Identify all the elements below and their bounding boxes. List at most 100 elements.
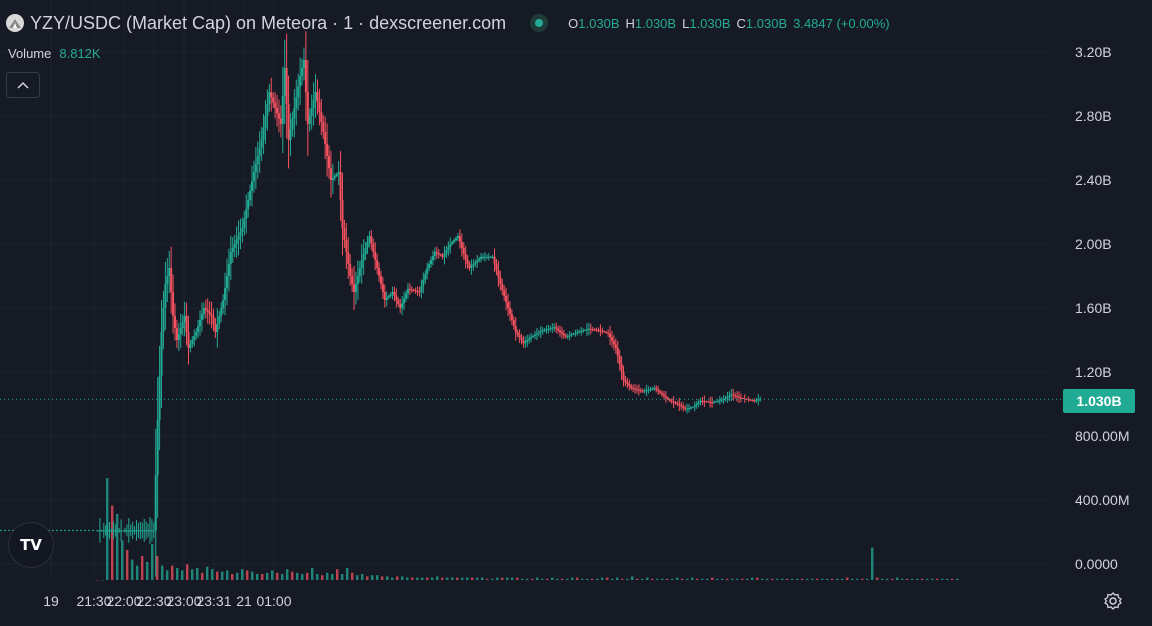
candle-body [343,228,346,240]
volume-bar [171,565,174,580]
volume-bar [161,565,164,580]
candle-body [726,396,729,398]
x-tick-label: 23:31 [196,593,231,609]
volume-bar [786,578,789,580]
candle-body [447,247,450,251]
volume-bar [931,578,934,580]
x-tick-label: 22:00 [106,593,141,609]
volume-bar [446,577,449,580]
volume-bar [741,578,744,580]
candle-body [141,530,144,532]
candle-body [451,242,454,244]
candle-body [678,404,681,406]
volume-bar [886,578,889,580]
volume-bar [461,577,464,580]
candle-body [197,326,200,332]
candle-body [741,398,744,399]
volume-bar [771,578,774,580]
y-tick-label: 2.00B [1075,236,1112,252]
candle-body [591,329,594,331]
volume-bar [341,574,344,580]
volume-bar [601,577,604,580]
candle-body [426,268,429,274]
candle-body [160,332,163,376]
collapse-legend-button[interactable] [6,72,40,98]
volume-bar [776,578,779,580]
volume-bar [481,577,484,580]
volume-bar [751,577,754,580]
candle-body [578,331,581,333]
volume-bar [381,576,384,580]
candle-body [98,530,101,532]
candle-body [112,530,115,532]
candle-body [122,530,125,532]
volume-bar [426,577,429,580]
change-value: 3.4847 (+0.00%) [793,15,890,31]
volume-bar [956,578,959,580]
tradingview-logo-icon[interactable]: TV [8,522,54,568]
settings-gear-icon[interactable] [1102,590,1124,612]
volume-bar [326,572,329,580]
candle-body [318,102,321,112]
candle-body [212,316,215,324]
y-tick-label: 1.20B [1075,364,1112,380]
candle-body [370,236,373,244]
volume-bar [836,578,839,580]
candle-body [345,240,348,252]
ohlc-values: O 1.030B H 1.030B L 1.030B C 1.030B 3.48… [568,16,889,31]
candle-body [341,200,344,228]
candle-body [672,401,675,403]
candle-body [714,401,717,403]
symbol-title[interactable]: YZY/USDC (Market Cap) on Meteora · 1 · d… [30,12,507,33]
volume-bar [361,574,364,580]
candle-body [383,292,386,300]
candle-body [156,420,159,476]
candle-body [364,248,367,254]
candle-body [129,530,132,532]
volume-bar [186,564,189,580]
candle-body [353,284,356,292]
candle-body [283,68,286,96]
candle-body [462,248,465,254]
volume-bar [711,577,714,580]
candle-body [734,395,737,397]
candle-body [661,392,664,395]
candle-body [609,333,612,338]
candle-body [485,256,488,258]
candle-body [349,264,352,276]
candle-body [445,250,448,254]
candle-body [505,296,508,302]
volume-bar [766,578,769,580]
volume-bar [266,572,269,580]
candle-body [553,327,556,329]
volume-bar [746,578,749,580]
volume-bar [611,578,614,580]
volume-bars [96,478,959,581]
candle-body [108,530,111,532]
candle-body [102,530,105,532]
candle-body [351,276,354,284]
candle-body [466,260,469,264]
volume-bar [891,578,894,580]
candle-body [339,172,342,200]
volume-bar [936,578,939,580]
candle-body [435,252,438,254]
candle-body [379,276,382,284]
candle-body [166,276,169,284]
candle-body [603,331,606,333]
candle-body [200,314,203,320]
candle-body [680,405,683,407]
candle-body [539,331,542,333]
candle-body [584,329,587,331]
candle-body [670,400,673,402]
volume-bar [131,559,134,580]
volume-bar [121,540,124,580]
candle-body [689,407,692,409]
candle-body [231,248,234,252]
volume-bar [221,571,224,580]
candle-body [430,260,433,264]
candle-body [347,252,350,264]
chevron-up-icon [17,81,29,89]
candle-body [645,390,648,392]
